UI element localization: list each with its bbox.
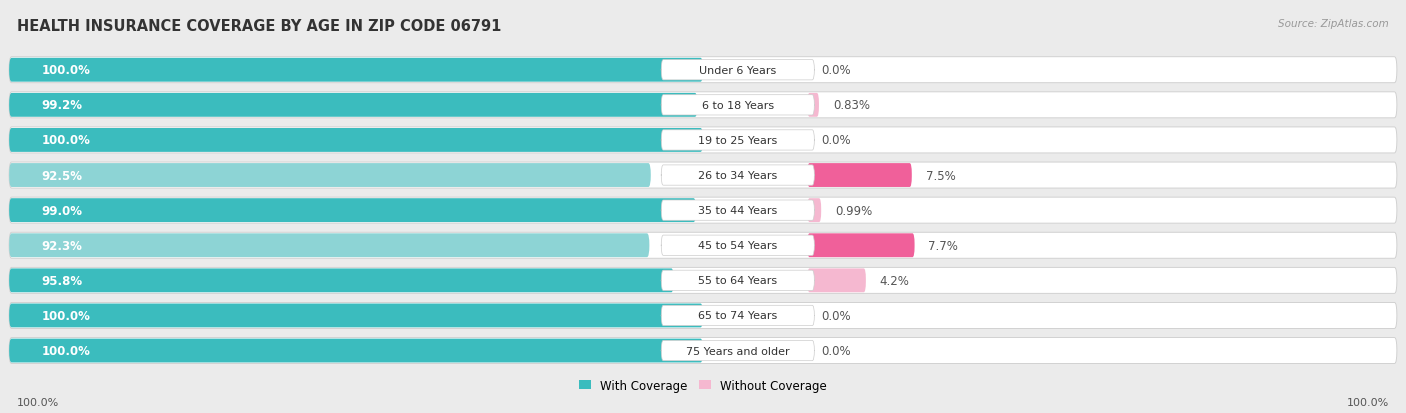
Text: 100.0%: 100.0% [42,134,91,147]
FancyBboxPatch shape [8,338,1398,364]
FancyBboxPatch shape [807,199,821,223]
Text: HEALTH INSURANCE COVERAGE BY AGE IN ZIP CODE 06791: HEALTH INSURANCE COVERAGE BY AGE IN ZIP … [17,19,502,33]
FancyBboxPatch shape [8,163,1398,189]
Text: 65 to 74 Years: 65 to 74 Years [699,311,778,320]
Text: 7.5%: 7.5% [925,169,956,182]
FancyBboxPatch shape [661,166,814,186]
FancyBboxPatch shape [661,95,814,116]
FancyBboxPatch shape [8,233,1398,259]
FancyBboxPatch shape [661,306,814,326]
FancyBboxPatch shape [661,200,814,221]
FancyBboxPatch shape [807,234,914,258]
Text: Source: ZipAtlas.com: Source: ZipAtlas.com [1278,19,1389,28]
Legend: With Coverage, Without Coverage: With Coverage, Without Coverage [579,379,827,392]
Text: 100.0%: 100.0% [42,344,91,357]
FancyBboxPatch shape [8,94,697,117]
FancyBboxPatch shape [8,304,703,328]
Text: 35 to 44 Years: 35 to 44 Years [699,206,778,216]
FancyBboxPatch shape [807,94,818,117]
FancyBboxPatch shape [661,235,814,256]
FancyBboxPatch shape [661,341,814,361]
Text: 100.0%: 100.0% [42,64,91,77]
FancyBboxPatch shape [8,164,651,188]
Text: 0.0%: 0.0% [821,64,851,77]
Text: 99.2%: 99.2% [42,99,83,112]
Text: 4.2%: 4.2% [880,274,910,287]
FancyBboxPatch shape [8,128,1398,154]
Text: Under 6 Years: Under 6 Years [699,66,776,76]
FancyBboxPatch shape [8,234,650,258]
FancyBboxPatch shape [661,271,814,291]
Text: 0.0%: 0.0% [821,134,851,147]
Text: 75 Years and older: 75 Years and older [686,346,790,356]
Text: 100.0%: 100.0% [42,309,91,322]
Text: 0.0%: 0.0% [821,309,851,322]
FancyBboxPatch shape [8,57,1398,83]
FancyBboxPatch shape [8,268,1398,294]
Text: 99.0%: 99.0% [42,204,83,217]
FancyBboxPatch shape [8,199,696,223]
Text: 0.99%: 0.99% [835,204,872,217]
FancyBboxPatch shape [807,164,912,188]
FancyBboxPatch shape [661,60,814,81]
FancyBboxPatch shape [8,198,1398,223]
FancyBboxPatch shape [8,339,703,363]
FancyBboxPatch shape [8,129,703,152]
Text: 0.0%: 0.0% [821,344,851,357]
Text: 92.3%: 92.3% [42,239,83,252]
Text: 19 to 25 Years: 19 to 25 Years [699,135,778,146]
Text: 95.8%: 95.8% [42,274,83,287]
Text: 100.0%: 100.0% [1347,397,1389,407]
Text: 7.7%: 7.7% [928,239,959,252]
FancyBboxPatch shape [8,93,1398,119]
Text: 92.5%: 92.5% [42,169,83,182]
FancyBboxPatch shape [8,269,673,292]
FancyBboxPatch shape [807,269,866,292]
FancyBboxPatch shape [8,59,703,83]
FancyBboxPatch shape [661,131,814,151]
Text: 45 to 54 Years: 45 to 54 Years [699,241,778,251]
Text: 6 to 18 Years: 6 to 18 Years [702,101,773,111]
Text: 55 to 64 Years: 55 to 64 Years [699,275,778,286]
Text: 0.83%: 0.83% [832,99,870,112]
Text: 100.0%: 100.0% [17,397,59,407]
FancyBboxPatch shape [8,303,1398,329]
Text: 26 to 34 Years: 26 to 34 Years [699,171,778,180]
